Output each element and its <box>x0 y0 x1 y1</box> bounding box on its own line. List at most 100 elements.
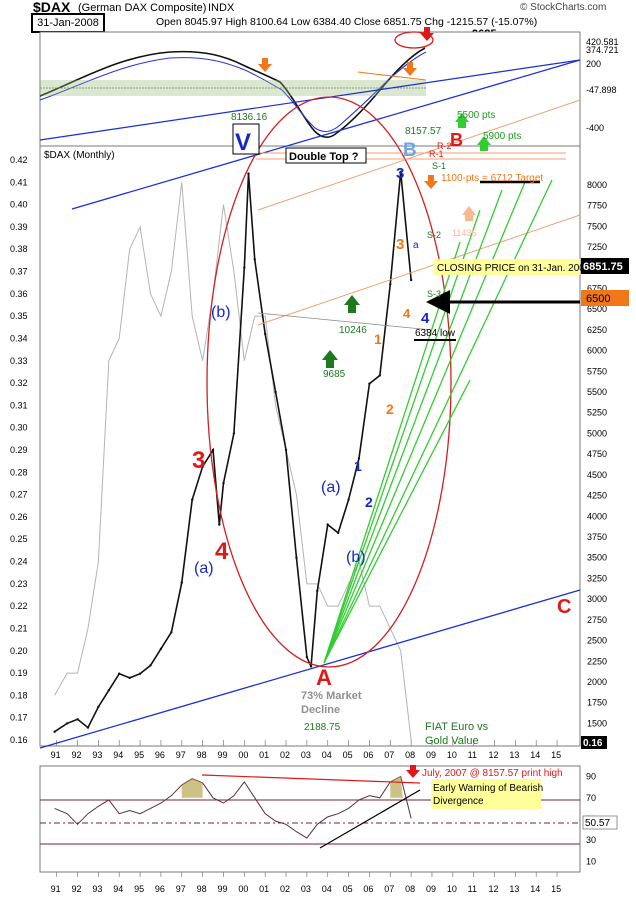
wave-b-light-label: B <box>403 140 417 161</box>
x-tick-label-rsi: 09 <box>426 884 436 894</box>
x-tick-label: 95 <box>134 750 144 760</box>
right-tick-label: 1500 <box>587 718 607 728</box>
indicator-tick-label: 420.581 <box>586 37 619 47</box>
rsi-tick-label: 10 <box>586 856 596 866</box>
dax-price-point <box>326 523 329 526</box>
double-top-box <box>285 147 367 164</box>
wave-3-blue-label: 3 <box>396 165 404 182</box>
right-tick-label: 6500 <box>587 304 607 314</box>
wave-c-big-label: C <box>557 596 571 618</box>
right-tick-label: 3500 <box>587 553 607 563</box>
peak-2000-label: 8136.16 <box>231 112 268 123</box>
x-tick-label: 93 <box>92 750 102 760</box>
s2-label: S-2 <box>427 230 441 240</box>
left-tick-label: 0.27 <box>10 490 28 500</box>
left-tick-label: 0.39 <box>10 222 28 232</box>
date-box: 31-Jan-2008 <box>31 13 105 33</box>
left-tick-label: 0.26 <box>10 512 28 522</box>
right-tick-label: 5750 <box>587 366 607 376</box>
macd-line <box>39 47 426 138</box>
rsi-warning-label-1: Early Warning of Bearish <box>433 783 543 794</box>
x-tick-label: 14 <box>530 750 540 760</box>
decline-label-2: Decline <box>301 704 340 716</box>
left-tick-label: 0.32 <box>10 378 28 388</box>
dax-price-point <box>170 631 173 634</box>
ohlc-line: Open 8045.97 High 8100.64 Low 6384.40 Cl… <box>156 16 538 28</box>
dax-price-point <box>274 390 277 394</box>
x-tick-label: 12 <box>489 750 499 760</box>
x-tick-label-rsi: 96 <box>155 884 165 894</box>
fiat-label-1: FIAT Euro vs <box>425 721 489 733</box>
x-tick-label: 97 <box>176 750 186 760</box>
dax-price-point <box>97 705 100 709</box>
wave-3-red-label: 3 <box>192 447 205 474</box>
dax-price-point <box>211 448 215 452</box>
rsi-value-box <box>582 815 618 830</box>
dax-price-point <box>347 498 350 501</box>
right-tick-label: 3000 <box>587 594 607 604</box>
rsi-warning-box <box>431 779 541 809</box>
v-10246-label: 10246 <box>339 325 367 336</box>
rsi-divergence-line <box>201 774 421 784</box>
x-tick-label: 00 <box>238 750 248 760</box>
x-tick-label-rsi: 91 <box>51 884 61 894</box>
dax-price-point <box>309 665 313 668</box>
macd-red-arrow-icon <box>420 27 434 41</box>
left-tick-label: 0.29 <box>10 445 28 455</box>
macd-orange-arrow-icon <box>258 58 272 72</box>
left-tick-label: 0.31 <box>10 400 28 410</box>
dax-price-point <box>368 382 371 385</box>
symbol-label: $DAX <box>33 0 71 15</box>
wave-4-blue-label: 4 <box>421 310 430 327</box>
right-tick-label: 7500 <box>587 221 607 231</box>
wave-1-blue-label: 1 <box>354 458 362 474</box>
index-type: INDX <box>208 2 235 14</box>
right-tick-label: 3250 <box>587 573 607 583</box>
left-tick-label: 0.41 <box>10 177 28 187</box>
wave-2-orange-label: 2 <box>386 401 394 417</box>
dax-price-point <box>305 655 309 659</box>
wave-3-orange-label: 3 <box>396 236 404 253</box>
pts-5900-label: 5900 pts <box>483 131 521 142</box>
rsi-tick-label: 70 <box>586 793 596 803</box>
dax-price-point <box>409 278 413 282</box>
x-tick-label: 13 <box>509 750 519 760</box>
dax-price-point <box>107 689 111 692</box>
dax-price-point <box>191 498 194 501</box>
dax-price-point <box>316 589 319 593</box>
macd-peak-ellipse <box>394 31 434 49</box>
macd-signal-line <box>39 51 427 133</box>
dax-price-point <box>201 465 204 468</box>
rsi-tick-label: 30 <box>586 835 596 845</box>
dax-price-point <box>247 172 250 175</box>
left-tick-label: 0.40 <box>10 200 28 210</box>
dax-price-point <box>253 258 256 261</box>
x-tick-label-rsi: 02 <box>280 884 290 894</box>
low-6384-label: 6384 low <box>415 328 456 339</box>
wave-2-blue-label: 2 <box>365 494 373 510</box>
close-value-label: 6851.75 <box>583 261 623 273</box>
wave-b-red-label: B <box>450 130 463 150</box>
wave-4-red-label: 4 <box>215 538 229 565</box>
right-tick-label: 6250 <box>587 325 607 335</box>
low-2003-label: 2188.75 <box>304 722 341 733</box>
rsi-red-arrow-icon <box>406 765 420 778</box>
right-tick-label: 8000 <box>587 180 607 190</box>
left-tick-label: 0.28 <box>10 467 28 477</box>
x-tick-label-rsi: 93 <box>92 884 102 894</box>
x-tick-label-rsi: 97 <box>176 884 186 894</box>
fiat-value-box <box>581 736 607 749</box>
x-tick-label: 10 <box>447 750 457 760</box>
x-tick-label-rsi: 98 <box>197 884 207 894</box>
left-tick-label: 0.19 <box>10 668 28 678</box>
x-tick-label-rsi: 06 <box>363 884 373 894</box>
left-tick-label: 0.25 <box>10 534 28 544</box>
wave-a-small-label: a <box>413 240 419 251</box>
peach-arrow-icon <box>462 206 476 221</box>
fiat-label-2: Gold Value <box>425 735 479 747</box>
macd-orange-arrow-2-icon <box>403 62 417 76</box>
support-value-label: 6500 <box>586 293 610 305</box>
dax-price-point <box>65 722 69 725</box>
x-tick-label-rsi: 00 <box>238 884 248 894</box>
